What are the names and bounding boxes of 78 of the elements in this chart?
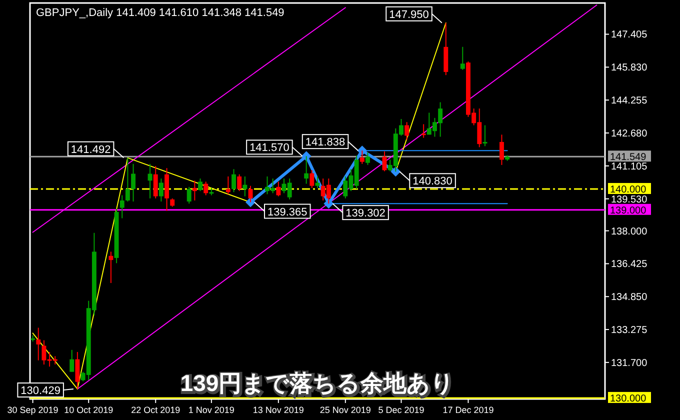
candlestick [158, 178, 164, 202]
annotation: 147.950 [389, 8, 429, 21]
x-tick-label: 25 Nov 2019 [320, 405, 371, 415]
y-tick-label: 142.680 [611, 128, 648, 140]
candlestick [482, 124, 488, 147]
annotation: 139.302 [346, 208, 386, 220]
candlestick [326, 178, 331, 204]
candlestick [75, 351, 80, 390]
candlestick [42, 340, 46, 366]
candlestick [108, 251, 114, 284]
y-tick-label: 133.275 [611, 325, 648, 336]
candlestick [343, 176, 348, 199]
annotation: 130.429 [20, 385, 60, 397]
candlestick [204, 181, 208, 196]
candlestick [499, 134, 504, 166]
candlestick [315, 176, 320, 188]
candlestick [276, 181, 281, 197]
candlestick [432, 117, 437, 138]
candlestick [242, 176, 248, 197]
candlestick [320, 178, 326, 201]
candlestick [47, 351, 52, 368]
candlestick [404, 122, 410, 140]
candlestick [421, 124, 426, 138]
candlestick [460, 46, 465, 70]
y-tick-label: 134.850 [611, 292, 648, 304]
chart-title: GBPJPY_,Daily 141.409 141.610 141.348 141.549 [36, 7, 284, 19]
x-tick-label: 5 Dec 2019 [378, 405, 424, 415]
candlestick [310, 170, 314, 188]
candlestick [70, 349, 74, 372]
annotation: 141.838 [305, 136, 346, 149]
x-tick-label: 30 Sep 2019 [7, 405, 58, 415]
x-tick-label: 1 Nov 2019 [188, 405, 234, 415]
candlestick [237, 174, 242, 192]
ref-line-label: 139.000 [610, 205, 647, 216]
x-tick-label: 13 Nov 2019 [252, 405, 304, 415]
x-tick-label: 17 Dec 2019 [442, 405, 494, 415]
y-tick-label: 145.830 [611, 62, 648, 74]
candlestick [148, 163, 152, 199]
annotation: 141.492 [70, 144, 111, 156]
candlestick [232, 168, 236, 193]
candlestick [287, 178, 292, 200]
y-tick-label: 138.000 [611, 226, 648, 238]
ref-line-label: 141.549 [610, 152, 647, 164]
annotation: 140.830 [412, 176, 452, 188]
candlestick [360, 150, 364, 164]
y-tick-label: 136.425 [611, 259, 648, 270]
candlestick [477, 108, 482, 148]
candlestick [304, 156, 309, 184]
candlestick [270, 178, 276, 194]
candlestick [192, 180, 197, 201]
y-tick-label: 141.105 [611, 161, 648, 172]
annotation: 139.365 [268, 206, 308, 218]
candlestick [125, 157, 130, 202]
candlestick [120, 194, 124, 219]
candlestick [472, 108, 476, 126]
y-tick-label: 147.405 [611, 30, 648, 41]
annotation: 139円まで落ちる余地あり [181, 371, 456, 397]
candlestick [265, 176, 270, 195]
candlestick [226, 176, 230, 195]
y-tick-label: 139.530 [611, 194, 648, 206]
y-tick-label: 144.255 [611, 96, 648, 107]
x-tick-label: 10 Oct 2019 [64, 405, 114, 415]
candlestick [248, 185, 253, 203]
candlestick [186, 186, 192, 204]
candlestick [153, 165, 158, 199]
candlestick [388, 159, 392, 172]
candlestick [438, 102, 443, 138]
x-tick-label: 22 Oct 2019 [131, 405, 180, 415]
candlestick [366, 152, 370, 166]
candlestick [426, 112, 432, 136]
candlestick [36, 327, 41, 361]
annotation: 141.570 [250, 142, 290, 154]
candlestick [131, 163, 136, 202]
candlestick [399, 118, 404, 136]
y-tick-label: 131.700 [611, 358, 648, 369]
ref-line-label: 140.000 [610, 184, 647, 196]
candlestick [198, 178, 202, 192]
ref-line-label: 130.000 [610, 393, 647, 404]
